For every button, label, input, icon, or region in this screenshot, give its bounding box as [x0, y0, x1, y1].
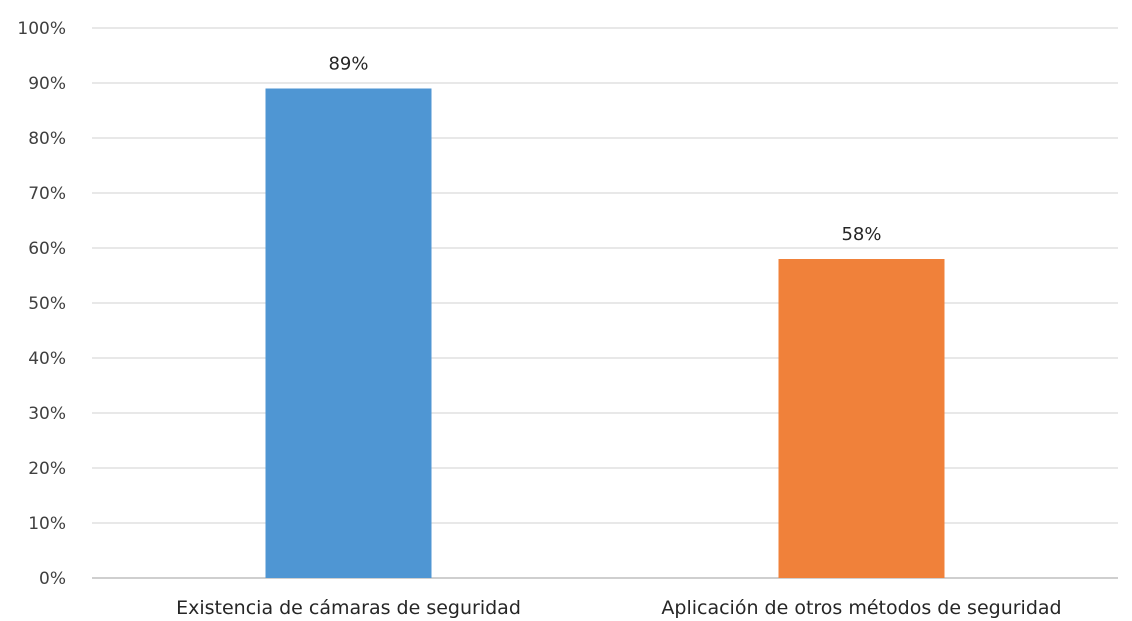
bars: [265, 88, 945, 578]
y-tick-label-40: 40%: [28, 349, 66, 369]
y-tick-label-10: 10%: [28, 514, 66, 534]
data-label-1: 89%: [328, 54, 368, 75]
data-label-2: 58%: [841, 224, 881, 245]
y-axis-tick-labels: 0% 10% 20% 30% 40% 50% 60% 70% 80% 90% 100%: [17, 19, 66, 589]
gridlines: [92, 27, 1118, 579]
y-tick-label-20: 20%: [28, 459, 66, 479]
y-tick-label-90: 90%: [28, 74, 66, 94]
y-tick-label-80: 80%: [28, 129, 66, 149]
bar-2: [778, 259, 945, 578]
x-axis-category-labels: Existencia de cámaras de seguridad Aplica…: [176, 597, 1061, 619]
category-label-1: Existencia de cámaras de seguridad: [176, 597, 521, 619]
y-tick-label-60: 60%: [28, 239, 66, 259]
bar-1: [265, 88, 432, 578]
category-label-2: Aplicación de otros métodos de seguridad: [661, 597, 1061, 619]
data-labels: 89% 58%: [328, 54, 881, 246]
y-tick-label-0: 0%: [39, 569, 66, 589]
y-tick-label-50: 50%: [28, 294, 66, 314]
y-tick-label-30: 30%: [28, 404, 66, 424]
y-tick-label-70: 70%: [28, 184, 66, 204]
y-tick-label-100: 100%: [17, 19, 66, 39]
